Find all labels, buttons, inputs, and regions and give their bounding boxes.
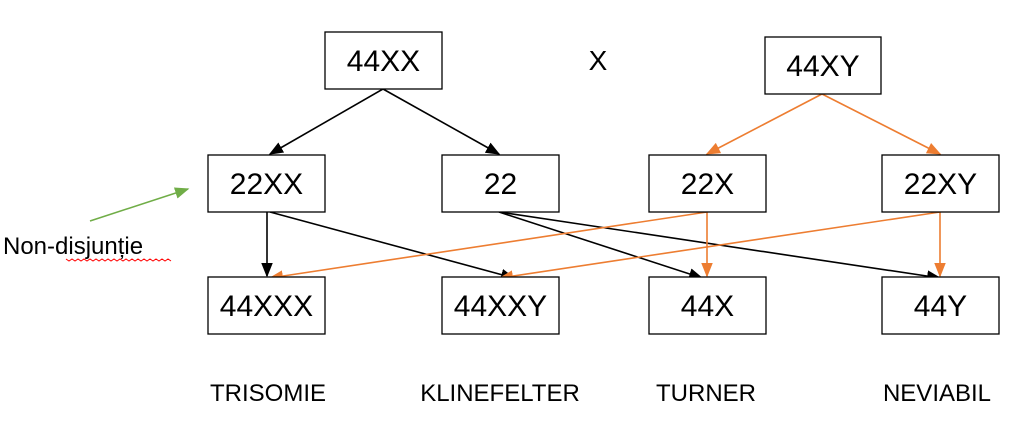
box-gamete-22x: 22X [648,154,767,213]
box-zygote-44y: 44Y [881,276,1000,335]
label-trisomie: TRISOMIE [210,380,326,407]
arrow-father-to-22xy [821,93,942,155]
orange-arrows [268,93,946,282]
label-klinefelter: KLINEFELTER [420,380,580,407]
arrow-22xx-to-44xxy [269,211,516,281]
box-father: 44XY [764,36,882,95]
box-zygote-44y-label: 44Y [914,290,967,323]
box-mother: 44XX [324,31,443,90]
arrow-father-to-22x [705,93,823,155]
box-gamete-22xx: 22XX [207,154,326,213]
box-zygote-44x-label: 44X [681,290,734,323]
box-gamete-22-label: 22 [484,168,517,201]
label-turner: TURNER [656,380,756,407]
box-gamete-22: 22 [441,154,560,213]
box-gamete-22xy: 22XY [881,154,1000,213]
annotation-nondisjunction: Non-disjunție [3,233,143,260]
box-gamete-22xx-label: 22XX [230,168,303,201]
arrow-nondisjunction-pointer [89,187,190,222]
box-zygote-44xxx-label: 44XXX [220,290,313,323]
arrow-mother-to-22xx [268,88,384,155]
box-father-label: 44XY [786,50,859,83]
arrow-mother-to-22 [382,88,501,155]
arrow-22xy-to-44xxy [498,211,941,282]
arrow-22-to-44x [498,211,704,280]
box-zygote-44x: 44X [648,276,767,335]
box-mother-label: 44XX [347,45,420,78]
cross-symbol: X [589,45,608,76]
label-neviabil: NEVIABIL [883,380,991,407]
box-gamete-22xy-label: 22XY [904,168,977,201]
box-zygote-44xxx: 44XXX [207,276,326,335]
box-zygote-44xxy-label: 44XXY [454,290,547,323]
arrow-22x-to-44xxx [268,211,708,282]
black-arrows [261,88,942,282]
box-gamete-22x-label: 22X [681,168,734,201]
box-zygote-44xxy: 44XXY [441,276,560,335]
spellcheck-underline [65,258,172,262]
